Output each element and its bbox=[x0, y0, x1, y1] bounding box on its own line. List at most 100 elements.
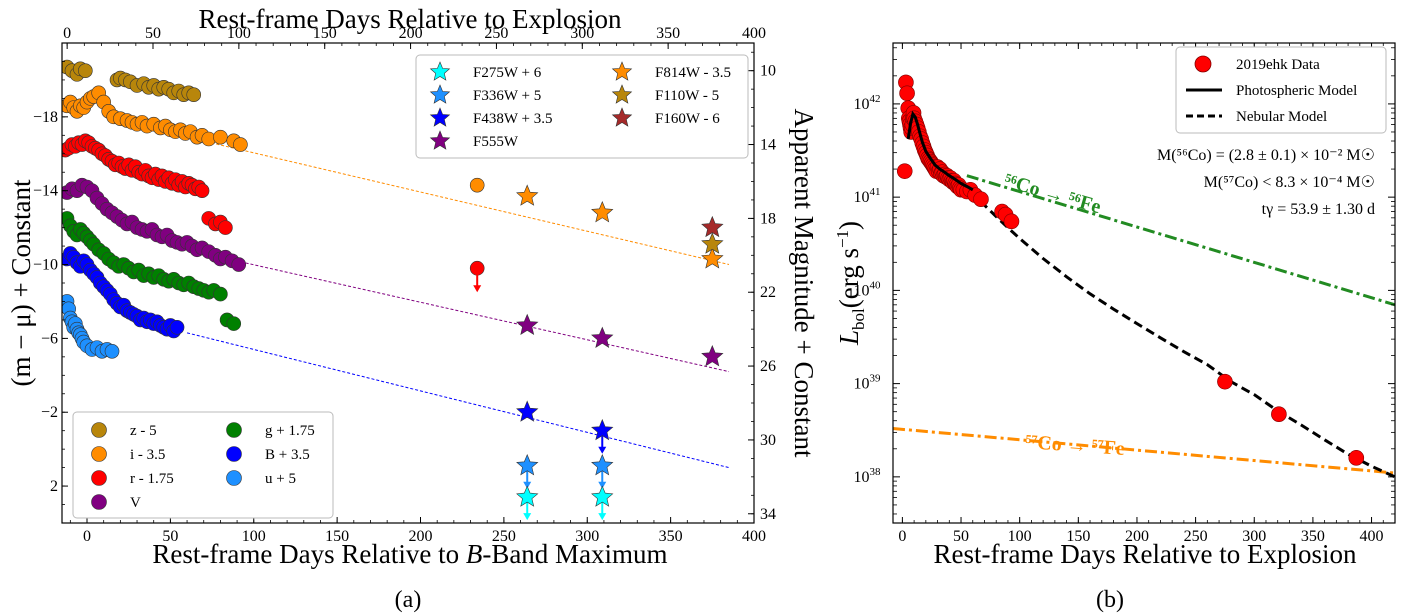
hst-limit-arrow-head bbox=[598, 513, 607, 521]
bolometric-point bbox=[973, 191, 989, 208]
legend-ground-marker bbox=[226, 446, 242, 462]
legend-hst-marker bbox=[429, 61, 451, 81]
b-x-tick-label: 350 bbox=[1301, 528, 1325, 545]
hst-star bbox=[516, 400, 539, 422]
bolometric-points bbox=[896, 74, 1365, 466]
y2-tick-label: 22 bbox=[760, 284, 776, 301]
b-x-tick-label: 250 bbox=[1184, 528, 1208, 545]
legend-ground-marker bbox=[91, 446, 107, 462]
x2-tick-label: 50 bbox=[145, 25, 161, 42]
y2-tick-label: 10 bbox=[760, 63, 776, 80]
legend-hst-box bbox=[415, 54, 749, 159]
y2-tick-label: 30 bbox=[760, 432, 776, 449]
hst-points bbox=[516, 184, 724, 521]
hst-star bbox=[701, 345, 724, 367]
annotation-co57-mass: M(⁵⁷Co) < 8.3 × 10⁻⁴ M☉ bbox=[1204, 174, 1375, 191]
series-1 bbox=[62, 85, 485, 193]
photospheric-model-line bbox=[906, 110, 974, 192]
y-tick-label: 2 bbox=[50, 478, 58, 495]
trend-line-2 bbox=[186, 332, 730, 469]
b-y-tick-label: 1039 bbox=[854, 373, 882, 393]
point bbox=[78, 63, 93, 78]
hst-star bbox=[701, 247, 724, 269]
b-y-tick-label: 1042 bbox=[854, 93, 881, 113]
y2-tick-label: 18 bbox=[760, 210, 776, 227]
point bbox=[218, 220, 233, 235]
b-x-tick-label: 0 bbox=[898, 528, 906, 545]
x2-tick-label: 400 bbox=[742, 25, 766, 42]
y-tick-label: −6 bbox=[41, 330, 58, 347]
y2-tick-label: 26 bbox=[760, 358, 776, 375]
co57-decay-label: ⁵⁷Co → ⁵⁷Fe bbox=[1025, 431, 1126, 460]
legend-hst-marker bbox=[611, 61, 633, 81]
annotation-tgamma: tγ = 53.9 ± 1.30 d bbox=[1262, 201, 1375, 218]
bolometric-point bbox=[899, 85, 915, 102]
hst-star bbox=[516, 485, 539, 507]
x-tick-label: 300 bbox=[575, 528, 599, 545]
legend-hst-label: F275W + 6 bbox=[473, 65, 542, 81]
caption-b: (b) bbox=[1096, 587, 1124, 613]
point bbox=[169, 320, 185, 335]
hst-limit-arrow-head bbox=[598, 446, 607, 454]
legend-photo-label: Photospheric Model bbox=[1236, 83, 1357, 99]
series-3 bbox=[62, 177, 247, 272]
svg-text:Lbol(erg s−1): Lbol(erg s−1) bbox=[833, 221, 868, 346]
x2-tick-label: 300 bbox=[570, 25, 594, 42]
x2-tick-label: 0 bbox=[63, 25, 71, 42]
x-tick-label: 50 bbox=[162, 528, 178, 545]
point bbox=[226, 316, 242, 331]
legend-data-marker bbox=[1194, 55, 1212, 73]
b-x-tick-label: 50 bbox=[953, 528, 969, 545]
y2-tick-label: 34 bbox=[760, 506, 776, 523]
annotation-co56-mass: M(⁵⁶Co) = (2.8 ± 0.1) × 10⁻² M☉ bbox=[1157, 147, 1375, 164]
legend-ground-marker bbox=[91, 494, 107, 510]
y-tick-label: −14 bbox=[33, 183, 58, 200]
series-5 bbox=[62, 246, 185, 339]
y2-tick-label: 14 bbox=[760, 137, 776, 154]
point bbox=[469, 177, 485, 193]
point bbox=[213, 286, 228, 302]
b-yaxis-label: Lbol(erg s−1) bbox=[833, 221, 868, 346]
upper-limit-point bbox=[469, 260, 485, 276]
plot-frame-b bbox=[892, 42, 1396, 524]
y-tick-label: −18 bbox=[33, 109, 58, 126]
legend-ground-box bbox=[72, 411, 334, 519]
legend-hst: F275W + 6 F336W + 5 F438W + 3.5 F555W F814W … bbox=[415, 54, 749, 159]
series-2 bbox=[62, 133, 233, 235]
legend-b-box bbox=[1175, 46, 1387, 134]
x-tick-label: 100 bbox=[242, 528, 266, 545]
panel-b-bolometric: 0 50 100 150 200 250 300 350 400 1038 1039 1040 1041… bbox=[833, 42, 1396, 569]
nebular-model-line bbox=[948, 172, 1395, 479]
trend-lines bbox=[186, 136, 730, 469]
point bbox=[231, 257, 247, 272]
b-x-tick-label: 400 bbox=[1360, 528, 1384, 545]
legend-hst-marker bbox=[429, 84, 451, 104]
b-xaxis-label: Rest-frame Days Relative to Explosion bbox=[934, 539, 1357, 569]
legend-hst-label: F438W + 3.5 bbox=[473, 111, 552, 127]
legend-ground-label: r - 1.75 bbox=[130, 471, 174, 487]
legend-ground-marker bbox=[226, 422, 242, 438]
right-axis-label: Apparent Magnitude + Constant bbox=[789, 109, 819, 458]
legend-ground-label: B + 3.5 bbox=[265, 447, 310, 463]
legend-hst-marker bbox=[611, 107, 633, 127]
x2-tick-label: 350 bbox=[656, 25, 680, 42]
hst-star bbox=[516, 454, 539, 476]
legend-hst-marker bbox=[429, 107, 451, 127]
legend-hst-label: F110W - 5 bbox=[655, 88, 719, 104]
hst-limit-arrow-head bbox=[523, 481, 532, 489]
top-axis-label: Rest-frame Days Relative to Explosion bbox=[199, 4, 622, 34]
trend-line-0 bbox=[186, 136, 730, 266]
point bbox=[104, 344, 120, 359]
x-tick-label: 200 bbox=[409, 528, 433, 545]
legend-data-label: 2019ehk Data bbox=[1236, 57, 1320, 73]
hst-star bbox=[516, 313, 539, 336]
axis-ticks-b: 0 50 100 150 200 250 300 350 400 1038 1039 1040 1041… bbox=[854, 43, 1396, 545]
x2-tick-label: 100 bbox=[227, 25, 251, 42]
x2-tick-label: 200 bbox=[399, 25, 423, 42]
hst-limit-arrow-head bbox=[598, 481, 607, 489]
hst-star bbox=[591, 201, 614, 223]
hst-star bbox=[591, 326, 614, 348]
model-lines bbox=[893, 172, 1395, 479]
b-x-tick-label: 200 bbox=[1125, 528, 1149, 545]
legend-hst-marker bbox=[429, 130, 451, 150]
